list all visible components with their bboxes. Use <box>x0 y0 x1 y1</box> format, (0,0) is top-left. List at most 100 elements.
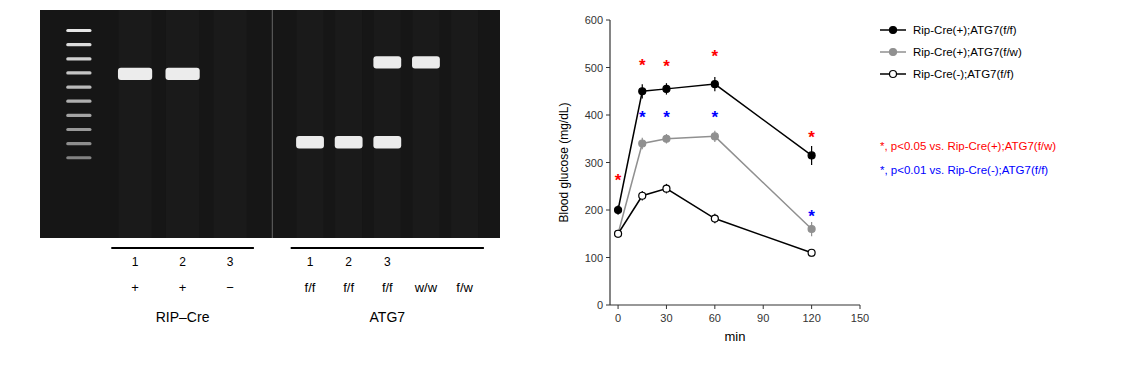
gel-band <box>373 136 401 148</box>
group-bar <box>291 247 484 249</box>
data-point <box>639 140 646 147</box>
genotype-label: f/f <box>343 280 354 295</box>
x-tick-label: 150 <box>851 312 869 324</box>
x-tick-label: 0 <box>615 312 621 324</box>
series-line <box>618 84 812 210</box>
gel-ladder-band <box>66 43 91 46</box>
gel-band <box>373 56 401 68</box>
y-axis-line <box>609 20 610 305</box>
significance-star: * <box>663 57 670 76</box>
genotype-label: w/w <box>414 280 438 295</box>
data-point <box>639 88 646 95</box>
legend-marker <box>890 71 897 78</box>
lane-label: 3 <box>384 255 391 269</box>
data-point <box>808 152 815 159</box>
gel-background <box>40 10 500 238</box>
gel-panel: 123++−RIP–Cre123f/ff/ff/fw/wf/wATG7 <box>40 10 500 325</box>
gel-ladder-band <box>66 85 91 88</box>
x-axis-line <box>610 304 860 305</box>
gel-lane <box>451 10 478 238</box>
gel-lane <box>213 10 246 238</box>
y-tick-label: 500 <box>585 62 603 74</box>
plot-area <box>615 77 816 257</box>
gel-lane <box>412 10 439 238</box>
significance-star: * <box>639 56 646 75</box>
genotype-label: f/w <box>456 280 473 295</box>
gel-band <box>118 68 152 80</box>
y-tick-label: 0 <box>597 299 603 311</box>
significance-star: * <box>639 108 646 127</box>
data-point <box>711 215 718 222</box>
genotype-label: + <box>131 280 139 295</box>
data-point <box>615 207 622 214</box>
gel-ladder-band <box>66 100 91 103</box>
x-tick-label: 30 <box>660 312 672 324</box>
gel-band <box>165 68 199 80</box>
y-tick-label: 300 <box>585 157 603 169</box>
gel-band <box>335 136 363 148</box>
gel-ladder-band <box>66 142 91 145</box>
significance-star: * <box>808 207 815 226</box>
legend-marker <box>890 27 897 34</box>
data-point <box>711 133 718 140</box>
gel-ladder-band <box>66 71 91 74</box>
annotation: *, p<0.01 vs. Rip-Cre(-);ATG7(f/f) <box>880 164 1048 176</box>
legend-label: Rip-Cre(-);ATG7(f/f) <box>913 68 1014 80</box>
legend: Rip-Cre(+);ATG7(f/f) Rip-Cre(+);ATG7(f/w)… <box>880 24 1022 80</box>
significance-star: * <box>712 47 719 66</box>
significance-star: * <box>615 171 622 190</box>
genotype-label: f/f <box>305 280 316 295</box>
gel-lane <box>374 10 401 238</box>
gel-lane <box>118 10 151 238</box>
legend-label: Rip-Cre(+);ATG7(f/f) <box>913 24 1017 36</box>
gel-band <box>412 56 440 68</box>
legend-label: Rip-Cre(+);ATG7(f/w) <box>913 46 1022 58</box>
gel-ladder-band <box>66 128 91 131</box>
significance-star: * <box>663 108 670 127</box>
genotype-label: + <box>179 280 187 295</box>
data-point <box>711 81 718 88</box>
data-point <box>615 230 622 237</box>
x-tick-label: 90 <box>757 312 769 324</box>
x-axis-label: min <box>725 329 746 344</box>
data-point <box>808 249 815 256</box>
gel-separator <box>272 10 273 238</box>
data-point <box>663 135 670 142</box>
y-tick-label: 600 <box>585 14 603 26</box>
gel-ladder-band <box>66 114 91 117</box>
data-point <box>808 226 815 233</box>
group-bar <box>111 247 254 249</box>
gel-ladder-band <box>66 57 91 60</box>
series-line <box>618 189 812 253</box>
y-tick-label: 400 <box>585 109 603 121</box>
genotype-label: f/f <box>382 280 393 295</box>
x-tick-label: 60 <box>709 312 721 324</box>
gel-lane <box>335 10 362 238</box>
data-point <box>663 85 670 92</box>
lane-label: 2 <box>179 255 186 269</box>
gel-ladder-band <box>66 29 91 32</box>
axes: 0 100 200 300 400 500 600 0 30 60 90 120 150 min Blood… <box>557 14 869 344</box>
lane-label: 1 <box>132 255 139 269</box>
annotation: *, p<0.05 vs. Rip-Cre(+);ATG7(f/w) <box>880 140 1056 152</box>
genotype-label: − <box>226 280 234 295</box>
legend-marker <box>890 49 897 56</box>
gel-ladder-band <box>66 156 91 159</box>
y-tick-label: 100 <box>585 252 603 264</box>
data-point <box>615 230 622 237</box>
y-tick-label: 200 <box>585 204 603 216</box>
gel-band <box>296 136 324 148</box>
figure: 123++−RIP–Cre123f/ff/ff/fw/wf/wATG701002… <box>0 0 1132 379</box>
lane-label: 3 <box>227 255 234 269</box>
gel-lane <box>166 10 199 238</box>
lane-label: 1 <box>307 255 314 269</box>
series-line <box>618 136 812 233</box>
data-point <box>639 192 646 199</box>
gel-lane <box>296 10 323 238</box>
lane-label: 2 <box>345 255 352 269</box>
significance-star: * <box>712 108 719 127</box>
x-tick-label: 120 <box>802 312 820 324</box>
significance-star: * <box>808 128 815 147</box>
y-axis-label: Blood glucose (mg/dL) <box>557 102 571 222</box>
group-label: ATG7 <box>370 309 406 325</box>
